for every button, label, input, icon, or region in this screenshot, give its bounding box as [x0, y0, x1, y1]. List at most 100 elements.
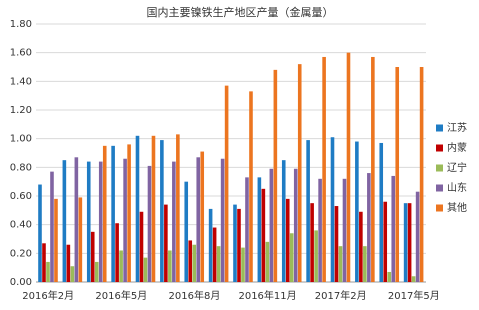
bar	[269, 168, 274, 282]
x-tick-label: 2016年11月	[238, 289, 296, 302]
bar	[419, 67, 424, 282]
legend-label: 江苏	[447, 121, 467, 134]
bar	[111, 145, 115, 282]
legend-label: 内蒙	[447, 141, 467, 154]
bar	[196, 157, 201, 282]
y-tick-label: 1.00	[10, 134, 32, 145]
legend-label: 辽宁	[447, 161, 467, 174]
bar	[415, 191, 420, 282]
bar	[261, 188, 266, 282]
chart-title: 国内主要镍铁生产地区产量（金属量）	[147, 5, 334, 19]
bar	[363, 246, 367, 282]
bar	[334, 206, 339, 282]
bar	[241, 247, 245, 282]
bar	[224, 85, 229, 282]
bar	[135, 135, 140, 282]
bar	[127, 144, 131, 282]
bar	[192, 244, 197, 282]
y-tick-label: 1.80	[10, 19, 32, 30]
legend-swatch	[436, 204, 443, 212]
bar	[407, 203, 412, 282]
bar	[74, 157, 79, 282]
bar	[237, 208, 241, 282]
bar	[314, 230, 318, 282]
bar	[168, 250, 172, 282]
bar	[123, 158, 127, 282]
bar	[139, 211, 144, 282]
bar	[86, 161, 91, 282]
bar	[371, 56, 375, 282]
bar	[143, 257, 148, 282]
bar	[318, 178, 322, 282]
bar	[220, 158, 225, 282]
bar	[289, 233, 294, 282]
bar	[391, 175, 396, 282]
bar	[346, 52, 351, 282]
bar	[119, 250, 123, 282]
bar	[50, 171, 54, 282]
bar	[297, 64, 302, 282]
x-tick-label: 2016年5月	[95, 289, 147, 302]
bar	[200, 151, 205, 282]
bar	[164, 204, 168, 282]
y-tick-label: 0.80	[10, 162, 32, 173]
bar	[62, 160, 67, 282]
legend-swatch	[436, 164, 443, 172]
bar	[160, 140, 164, 282]
bar	[342, 178, 347, 282]
bar	[38, 184, 42, 282]
x-tick-label: 2017年5月	[388, 289, 440, 302]
bar	[98, 161, 103, 282]
bar	[367, 173, 371, 282]
bar	[257, 177, 262, 282]
bar	[285, 198, 290, 282]
bar	[310, 203, 314, 282]
bar	[90, 231, 95, 282]
x-tick-label: 2016年2月	[22, 289, 74, 302]
bar	[94, 261, 99, 282]
bar	[78, 197, 83, 282]
bar	[233, 204, 237, 282]
bar	[212, 227, 217, 282]
bar	[66, 244, 71, 282]
y-tick-label: 1.40	[10, 76, 32, 87]
legend-label: 其他	[447, 201, 467, 214]
bar	[102, 145, 107, 282]
y-tick-label: 0.40	[10, 220, 32, 231]
legend-swatch	[436, 124, 443, 132]
bar	[338, 246, 343, 282]
bar	[330, 137, 335, 282]
bar	[70, 266, 75, 282]
bar	[387, 271, 392, 282]
y-tick-label: 0.60	[10, 191, 32, 202]
legend-swatch	[436, 184, 443, 192]
y-tick-label: 1.20	[10, 105, 32, 116]
bar	[383, 201, 388, 282]
bar	[322, 56, 326, 282]
bar	[176, 134, 180, 282]
bar	[249, 91, 253, 282]
bar	[306, 140, 310, 282]
bar	[216, 246, 221, 282]
bar	[115, 223, 119, 282]
bar	[379, 142, 384, 282]
legend-swatch	[436, 144, 443, 152]
bar	[403, 203, 408, 282]
bar	[42, 243, 46, 282]
bar	[46, 261, 50, 282]
bar	[273, 69, 278, 282]
y-tick-label: 0.00	[10, 277, 32, 288]
x-tick-label: 2016年8月	[169, 289, 221, 302]
bar	[172, 161, 176, 282]
bar	[245, 177, 249, 282]
bar	[188, 240, 193, 282]
bar	[54, 198, 58, 282]
bar	[208, 208, 213, 282]
bar	[151, 135, 156, 282]
bar	[359, 211, 363, 282]
bar	[281, 160, 286, 282]
y-tick-label: 0.20	[10, 248, 32, 259]
bar	[293, 168, 298, 282]
bar	[355, 141, 359, 282]
